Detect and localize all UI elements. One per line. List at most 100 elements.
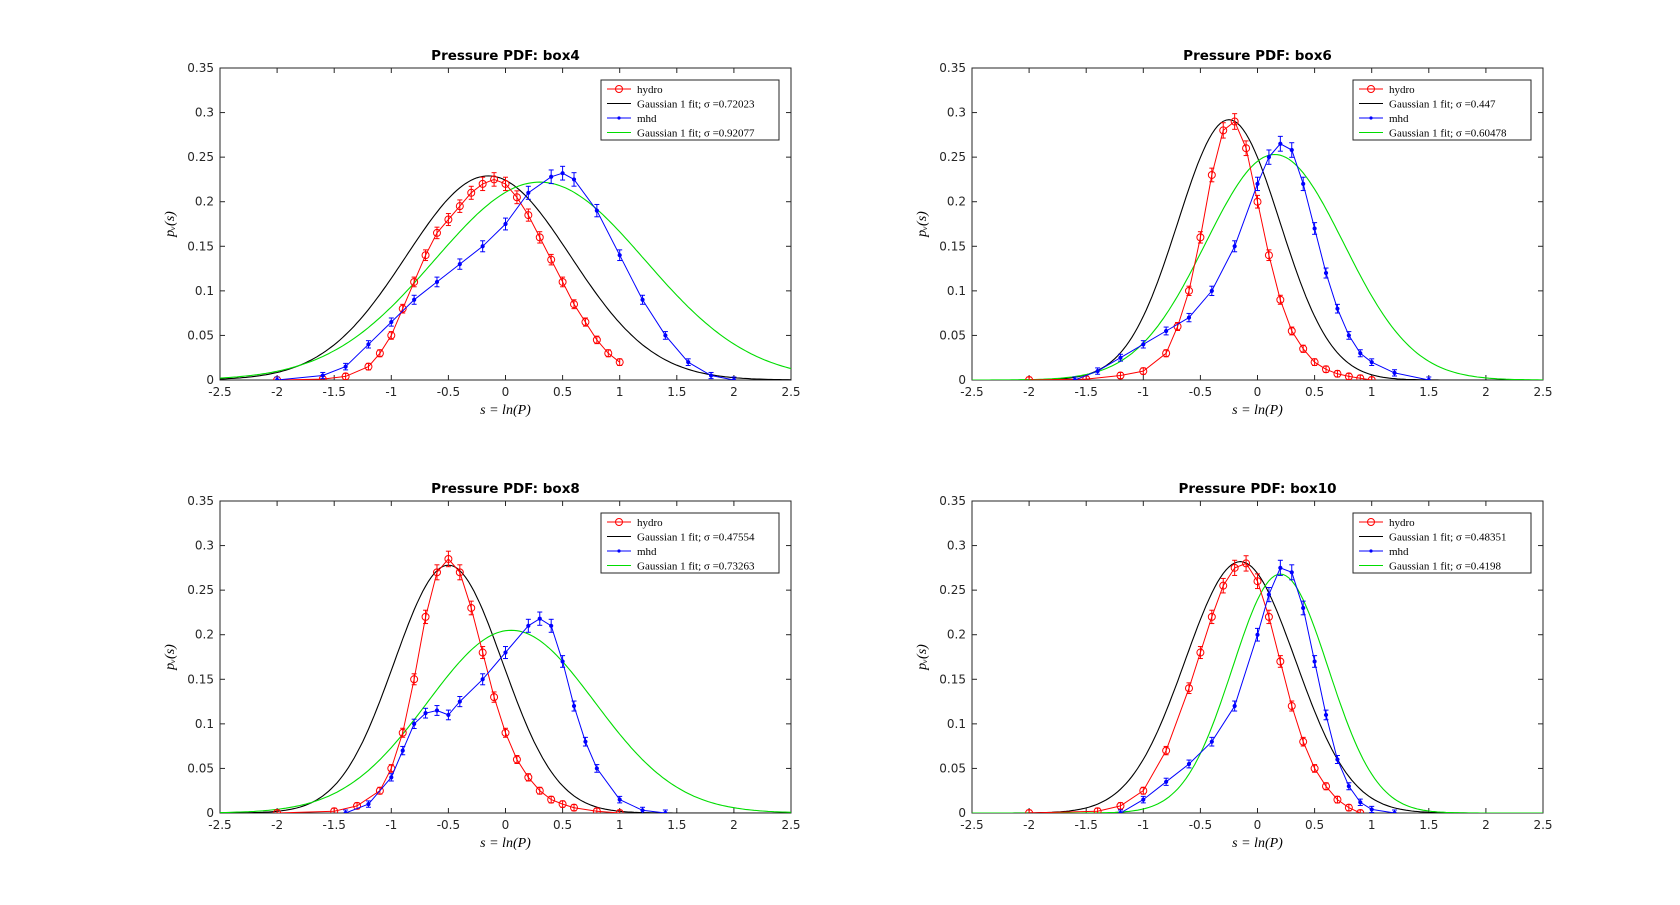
mhd-data-point [400, 748, 405, 753]
x-tick-label: 0 [1254, 385, 1262, 399]
hydro-data-point [512, 755, 521, 764]
hydro-data-point [490, 175, 499, 184]
x-tick-label: -0.5 [1189, 818, 1212, 832]
legend-marker-dot [617, 116, 621, 120]
x-tick-label: -1 [385, 385, 397, 399]
hydro-data-point [273, 809, 282, 813]
legend-marker-circle [615, 518, 623, 526]
mhd-data-point [1255, 181, 1260, 186]
mhd-data-point [560, 171, 565, 176]
mhd-data-point [1095, 368, 1100, 374]
legend-entry-label: Gaussian 1 fit; σ =0.92077 [637, 128, 755, 140]
y-tick-label: 0.3 [947, 539, 966, 553]
hydro-data-point [444, 554, 453, 563]
hydro-data-point [558, 800, 567, 809]
y-tick-label: 0.25 [939, 583, 966, 597]
legend-entry-label: hydro [1389, 517, 1415, 529]
mhd-data-point [731, 377, 736, 380]
hydro-data-point [570, 300, 579, 309]
hydro-data-point [455, 568, 464, 577]
x-tick-label: 2.5 [781, 818, 800, 832]
hydro-data-point [592, 335, 601, 344]
x-axis-label: s = ln(P) [1232, 403, 1283, 418]
hydro-data-point [1356, 809, 1365, 813]
legend-marker-circle [1367, 518, 1375, 526]
hydro-data-point [364, 362, 373, 371]
x-tick-label: -0.5 [1189, 385, 1212, 399]
hydro-data-point [432, 228, 441, 237]
mhd-data-point [343, 364, 348, 369]
mhd-data-point [583, 739, 588, 744]
x-tick-label: -1 [1137, 385, 1149, 399]
legend-entry-label: hydro [637, 517, 663, 529]
mhd-data-point [275, 377, 280, 380]
mhd-data-point [1289, 147, 1294, 153]
x-tick-label: 2 [730, 818, 738, 832]
mhd-data-point [549, 174, 554, 179]
mhd-data-point [1369, 807, 1374, 812]
mhd-data-point [640, 808, 645, 813]
y-tick-label: 0.15 [187, 239, 214, 253]
mhd-data-point [1335, 757, 1340, 762]
mhd-data-point [594, 766, 599, 771]
mhd-data-point [1118, 810, 1123, 813]
mhd-data-point [663, 333, 668, 338]
mhd-data-point [1278, 565, 1283, 570]
hydro-data-point [375, 786, 384, 795]
y-tick-label: 0 [958, 373, 966, 387]
mhd-data-point [560, 659, 565, 664]
legend-box [1352, 512, 1532, 574]
x-tick-label: 2.5 [781, 385, 800, 399]
legend-entry-label: Gaussian 1 fit; σ =0.4198 [1389, 561, 1502, 573]
y-tick-label: 0.15 [939, 239, 966, 253]
y-tick-label: 0 [206, 806, 214, 820]
hydro-data-point [478, 648, 487, 657]
hydro-gaussian-fit-line [972, 119, 1543, 380]
y-tick-label: 0.2 [947, 628, 966, 642]
hydro-data-point [1367, 376, 1376, 380]
hydro-data-point [1253, 577, 1262, 586]
mhd-data-point [503, 650, 508, 655]
chart-panel-3: -2.5 -2 -1.5 -1 -0.5 0 0.5 1 1.5 2 2.5 0 0.05 0.1 0.15… [163, 481, 801, 851]
y-tick-label: 0.25 [187, 583, 214, 597]
hydro-data-point [1299, 737, 1308, 746]
mhd-data-point [503, 221, 508, 227]
mhd-data-point [1141, 342, 1146, 347]
x-tick-label: -1 [385, 818, 397, 832]
x-tick-label: 0.5 [1305, 385, 1324, 399]
hydro-data-point [1196, 648, 1205, 657]
x-tick-label: 1 [616, 818, 624, 832]
hydro-data-point [547, 255, 556, 264]
mhd-data-point [320, 373, 325, 378]
mhd-data-point [1278, 141, 1283, 146]
mhd-data-point [594, 208, 599, 213]
hydro-data-point [547, 795, 556, 804]
mhd-gaussian-fit-line [220, 629, 791, 813]
x-tick-label: 1 [616, 385, 624, 399]
mhd-data-point [1266, 155, 1272, 160]
hydro-data-point [558, 277, 567, 286]
hydro-data-point [387, 331, 396, 340]
y-tick-label: 0.1 [195, 717, 214, 731]
series-layer [220, 165, 791, 380]
mhd-data-point [366, 801, 371, 807]
mhd-series-line [1120, 567, 1395, 813]
hydro-data-point [1219, 581, 1228, 590]
mhd-data-point [1289, 570, 1294, 575]
x-tick-label: -2.5 [960, 385, 983, 399]
legend-entry-label: Gaussian 1 fit; σ =0.447 [1389, 99, 1496, 111]
hydro-data-point [535, 786, 544, 795]
hydro-data-point [1025, 809, 1034, 813]
y-axis-label: pᵥ(s) [915, 211, 930, 238]
hydro-data-point [421, 251, 430, 260]
hydro-data-point [512, 193, 521, 202]
y-tick-label: 0.25 [939, 150, 966, 164]
x-tick-label: -1.5 [322, 818, 345, 832]
y-tick-label: 0.35 [187, 61, 214, 75]
hydro-data-point [1116, 801, 1125, 810]
y-tick-label: 0.35 [187, 494, 214, 508]
legend-entry-label: hydro [637, 84, 663, 96]
hydro-data-point [1287, 702, 1296, 711]
mhd-data-point [412, 297, 417, 302]
x-tick-label: -2.5 [960, 818, 983, 832]
